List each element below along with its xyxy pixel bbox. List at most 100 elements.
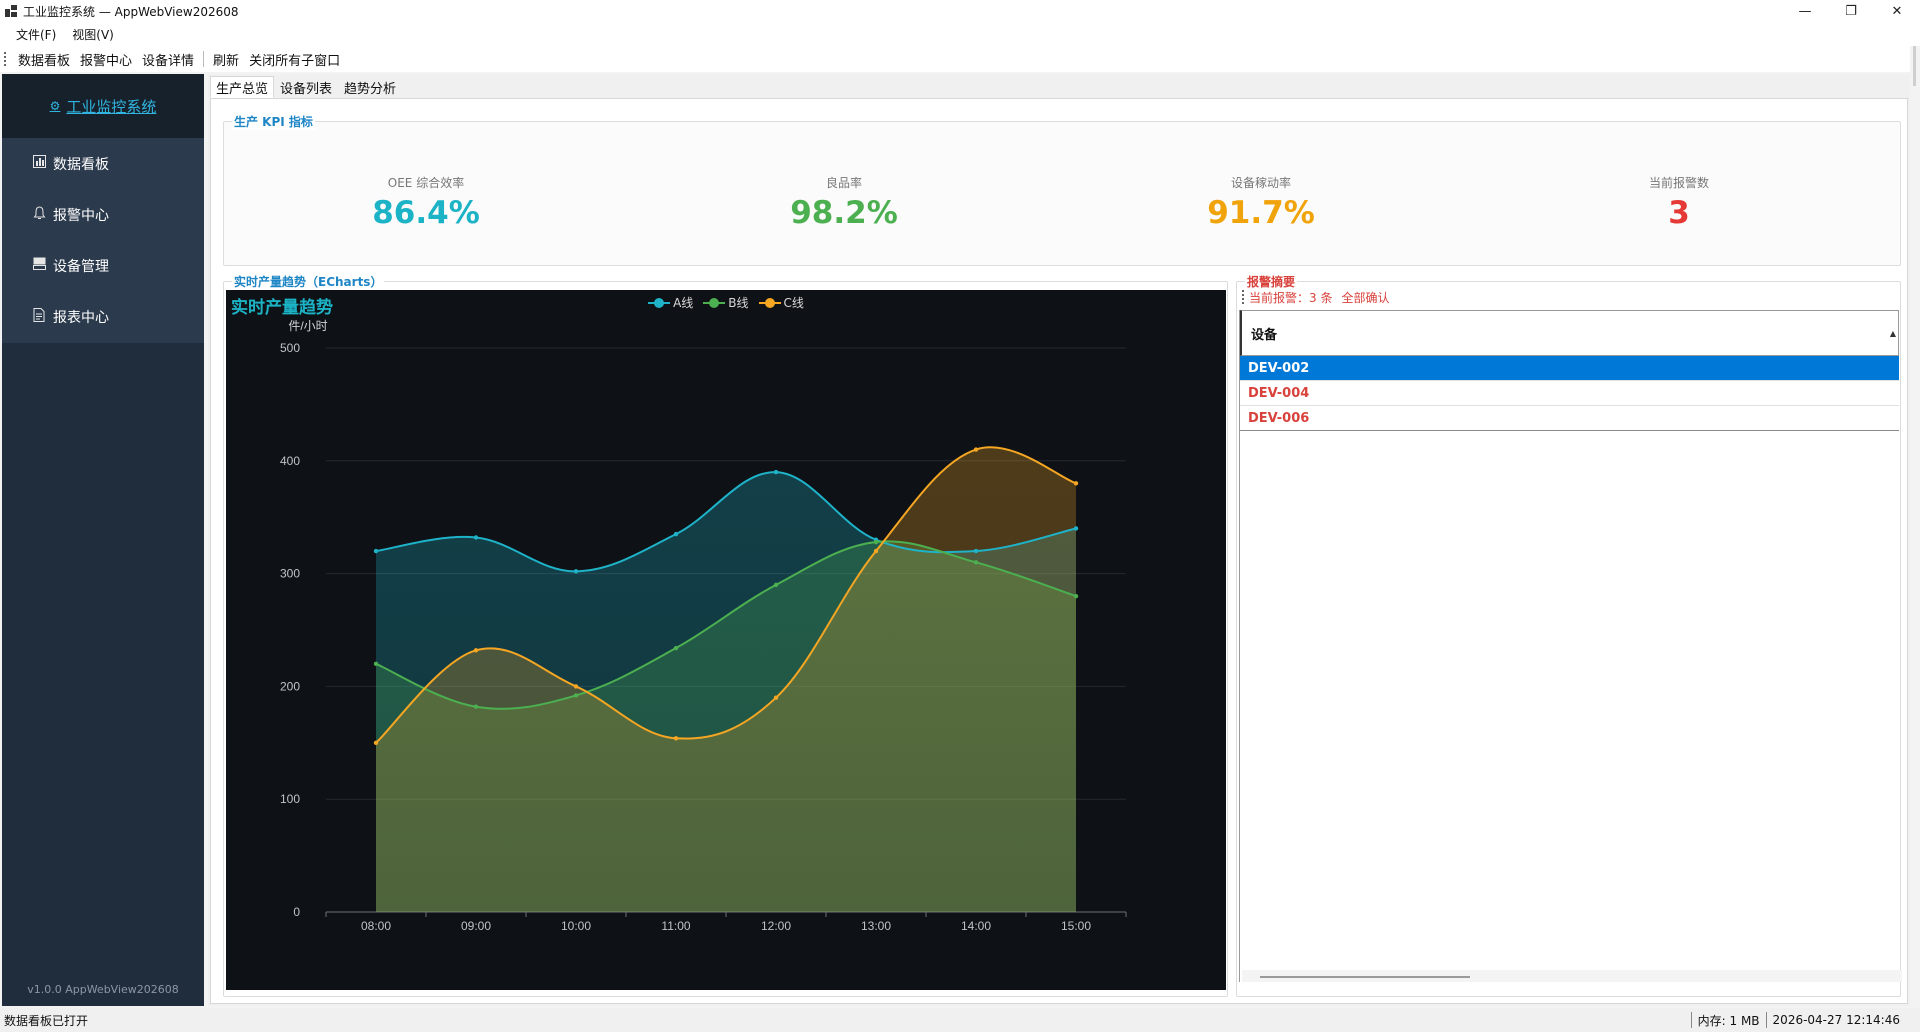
kpi-group: 生产 KPI 指标 OEE 综合效率 86.4% 良品率 98.2% 设备稼动率… [223,113,1901,266]
sidebar-item-reports[interactable]: 报表中心 [2,291,204,342]
series-line-C线 [375,446,1077,744]
kpi-oee: OEE 综合效率 86.4% [296,174,556,231]
sidebar-item-alarm[interactable]: 报警中心 [2,189,204,240]
table-row[interactable]: DEV-002 [1240,356,1899,381]
data-point [1073,481,1079,486]
toolbar: 数据看板 报警中心 设备详情 刷新 关闭所有子窗口 [0,46,1920,72]
series-line-B线 [375,540,1077,710]
data-point [673,531,679,537]
kpi-utilization: 设备稼动率 91.7% [1131,174,1391,231]
kpi-value: 98.2% [790,195,898,231]
data-point [1073,593,1079,599]
alarm-toolbar-grip[interactable] [1242,290,1245,304]
tab-trend-analysis[interactable]: 趋势分析 [344,81,397,97]
data-point [373,548,379,554]
menu-file[interactable]: 文件(F) [16,27,57,42]
legend-swatch [648,297,671,308]
menu-bar: 文件(F) 视图(V) [0,22,1920,46]
horizontal-scrollbar[interactable] [1242,970,1902,982]
tab-device-list[interactable]: 设备列表 [280,81,333,97]
data-point [473,648,479,653]
legend-swatch [703,297,726,308]
data-point [973,560,979,565]
sort-up-icon: ▲ [1889,329,1896,338]
maximize-button[interactable]: ❐ [1845,3,1857,19]
sidebar-item-devices[interactable]: 设备管理 [2,240,204,291]
chart-title: 实时产量趋势 [231,298,333,318]
toolbar-separator [203,51,205,67]
close-button[interactable]: ✕ [1891,3,1903,19]
x-tick-label: 15:00 [1061,919,1091,933]
legend-label: A线 [673,296,694,310]
table-row[interactable]: DEV-006 [1240,406,1899,431]
status-message: 数据看板已打开 [4,1013,89,1028]
series-line-A线 [375,471,1077,573]
data-point [673,645,679,651]
toolbar-close-all-button[interactable]: 关闭所有子窗口 [249,53,341,69]
grid-column-header[interactable]: 设备 ▲ [1240,310,1899,356]
scrollbar-thumb[interactable] [1913,46,1916,86]
sidebar-item-label: 数据看板 [53,156,109,173]
sidebar-item-dashboard[interactable]: 数据看板 [2,138,204,189]
alarm-group: 报警摘要 当前报警：3 条 全部确认 设备 ▲ DEV-002 DEV-004 … [1236,273,1902,997]
y-axis-label: 件/小时 [288,319,327,333]
data-point [473,535,479,540]
data-point [1073,526,1079,531]
version-label: v1.0.0 AppWebView202608 [27,983,179,996]
data-point [873,539,879,545]
x-tick-label: 12:00 [761,919,791,933]
legend-label: C线 [783,296,804,310]
scrollbar-thumb[interactable] [1260,976,1470,978]
sidebar-item-label: 报表中心 [53,309,109,326]
series-area-C线 [376,447,1076,912]
menu-view[interactable]: 视图(V) [72,27,114,42]
alarm-toolbar: 当前报警：3 条 全部确认 [1239,288,1899,306]
kpi-value: 86.4% [372,195,480,231]
tab-production-overview[interactable]: 生产总览 [210,76,275,98]
column-device-label: 设备 [1251,327,1278,343]
app-icon [5,5,17,17]
sidebar-brand[interactable]: ⚙ 工业监控系统 [2,74,204,138]
status-memory: 内存: 1 MB [1697,1013,1760,1028]
minimize-button[interactable]: — [1798,3,1812,19]
server-icon [31,257,47,274]
x-tick-label: 11:00 [661,919,690,933]
toolbar-refresh-button[interactable]: 刷新 [213,53,240,69]
legend-label: B线 [728,296,749,310]
data-point [673,736,679,741]
data-point [973,447,979,452]
data-point [873,548,879,554]
production-trend-chart[interactable]: 实时产量趋势 A线 B线 C线 0 100 200 300 400 500 件/小时 08:00 0… [226,290,1226,990]
data-point [573,569,579,574]
y-tick-label: 300 [280,567,300,581]
status-separator [1765,1012,1767,1028]
alarm-current-count: 当前报警：3 条 [1249,290,1333,305]
data-point [773,695,779,700]
kpi-label: 设备稼动率 [1230,176,1291,190]
legend-item[interactable]: C线 [758,294,804,311]
legend-item[interactable]: A线 [648,294,693,311]
data-point [773,469,779,475]
ack-all-button[interactable]: 全部确认 [1341,290,1390,305]
toolbar-alarm-button[interactable]: 报警中心 [80,53,133,69]
status-separator [1690,1012,1692,1028]
bar-chart-icon [31,155,47,172]
toolbar-grip[interactable] [4,52,7,66]
alarm-group-title: 报警摘要 [1245,273,1298,290]
title-bar: 工业监控系统 — AppWebView202608 — ❐ ✕ [0,0,1920,22]
alarm-grid: 设备 ▲ DEV-002 DEV-004 DEV-006 [1239,310,1902,982]
x-tick-label: 13:00 [861,919,891,933]
kpi-label: 良品率 [825,176,862,190]
kpi-group-title: 生产 KPI 指标 [232,113,315,130]
vertical-scrollbar[interactable] [1910,46,1920,1006]
table-row[interactable]: DEV-004 [1240,381,1899,406]
document-icon [31,307,47,326]
toolbar-device-detail-button[interactable]: 设备详情 [142,53,195,69]
data-point [773,582,779,588]
sidebar-item-label: 报警中心 [53,207,109,224]
x-tick-label: 08:00 [361,919,391,933]
x-tick-label: 14:00 [961,919,991,933]
tab-page: 生产 KPI 指标 OEE 综合效率 86.4% 良品率 98.2% 设备稼动率… [210,98,1908,1004]
toolbar-dashboard-button[interactable]: 数据看板 [18,53,71,69]
legend-item[interactable]: B线 [703,294,749,311]
